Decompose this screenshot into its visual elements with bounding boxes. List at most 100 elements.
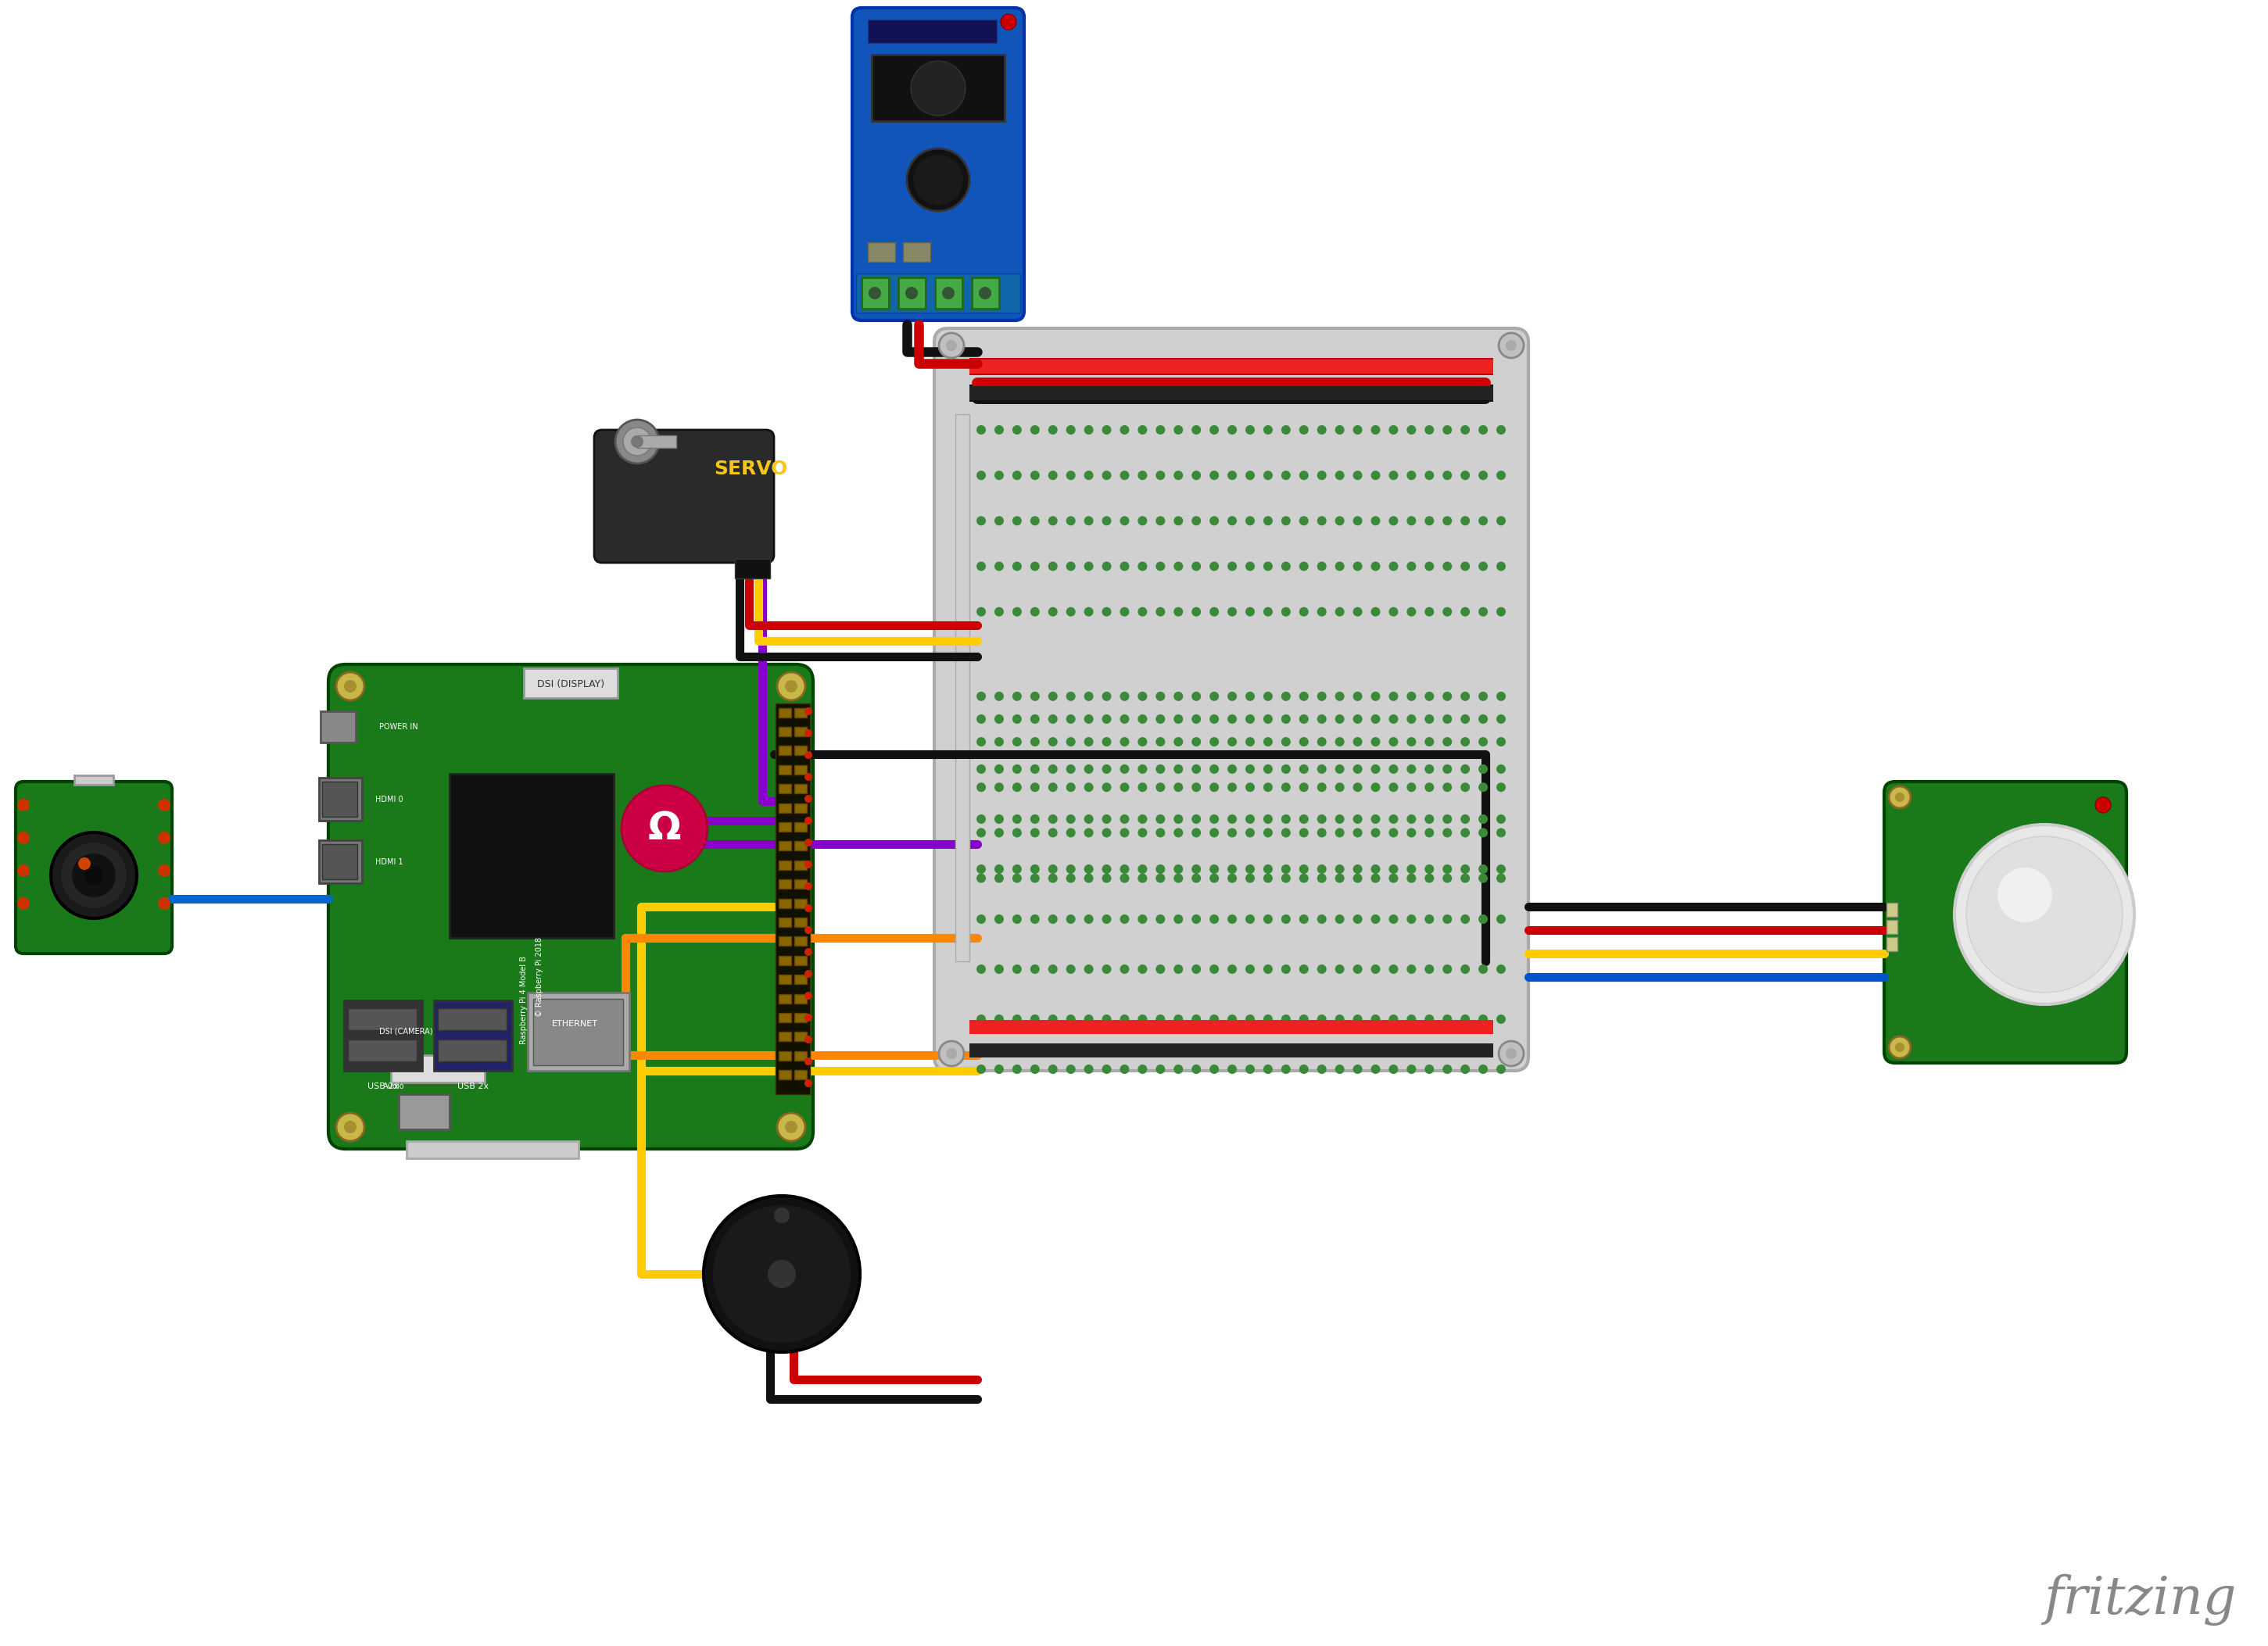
Circle shape [1191,607,1202,617]
Circle shape [1227,471,1236,481]
Circle shape [1461,517,1470,525]
Bar [75,775,113,785]
Circle shape [1173,915,1184,923]
Circle shape [1191,561,1202,571]
Circle shape [1227,607,1236,617]
Circle shape [1354,1014,1363,1024]
FancyBboxPatch shape [594,430,773,563]
Circle shape [1120,815,1129,823]
Circle shape [1084,1065,1093,1073]
Circle shape [805,795,812,803]
Circle shape [1281,764,1290,774]
Circle shape [1354,691,1363,701]
Circle shape [1318,828,1327,838]
Circle shape [1300,714,1309,724]
Circle shape [1281,737,1290,747]
Circle shape [1012,965,1021,974]
Circle shape [1209,915,1218,923]
Circle shape [1209,864,1218,874]
Circle shape [1388,815,1397,823]
Circle shape [1354,1065,1363,1073]
Circle shape [1461,782,1470,792]
Circle shape [1048,737,1057,747]
Bar [533,999,624,1065]
Circle shape [1066,764,1075,774]
Circle shape [1066,965,1075,974]
Circle shape [1370,864,1381,874]
Bar [794,879,807,889]
Circle shape [805,969,812,978]
Circle shape [1139,607,1148,617]
Circle shape [1012,714,1021,724]
Circle shape [1120,737,1129,747]
Circle shape [1318,517,1327,525]
Circle shape [1896,1042,1905,1052]
Circle shape [703,1195,860,1351]
Circle shape [869,286,880,300]
Circle shape [1066,782,1075,792]
Circle shape [1263,425,1272,435]
Circle shape [1406,714,1415,724]
Circle shape [1497,764,1506,774]
Bar [438,1040,506,1062]
Circle shape [1066,714,1075,724]
Bar [524,668,617,698]
Bar [637,435,676,448]
Circle shape [1461,714,1470,724]
Circle shape [1336,561,1345,571]
Circle shape [1406,1065,1415,1073]
Circle shape [1120,471,1129,481]
Circle shape [1245,764,1254,774]
Circle shape [1012,1014,1021,1024]
FancyBboxPatch shape [329,665,812,1149]
Circle shape [978,561,987,571]
Circle shape [1479,607,1488,617]
Circle shape [159,864,170,877]
Bar [794,803,807,813]
Bar [322,844,358,879]
Circle shape [993,915,1005,923]
Circle shape [993,714,1005,724]
Circle shape [1281,517,1290,525]
Circle shape [1012,607,1021,617]
Circle shape [1318,714,1327,724]
Circle shape [1173,828,1184,838]
Circle shape [1300,737,1309,747]
Circle shape [1281,864,1290,874]
Circle shape [1336,607,1345,617]
Circle shape [1479,764,1488,774]
Circle shape [1354,864,1363,874]
Circle shape [621,785,708,871]
Circle shape [1120,874,1129,882]
Circle shape [1139,828,1148,838]
Circle shape [1424,691,1433,701]
Circle shape [1120,915,1129,923]
Circle shape [336,672,365,700]
Circle shape [1479,1065,1488,1073]
Circle shape [1030,815,1039,823]
Circle shape [1388,874,1397,882]
Circle shape [1461,1065,1470,1073]
Circle shape [1442,864,1452,874]
Circle shape [1157,815,1166,823]
Circle shape [1424,864,1433,874]
Circle shape [1336,828,1345,838]
Circle shape [1370,425,1381,435]
Circle shape [778,1113,805,1141]
Circle shape [1354,561,1363,571]
Bar [778,861,792,869]
Circle shape [1030,714,1039,724]
Circle shape [1030,1065,1039,1073]
Bar [794,1052,807,1060]
Circle shape [1012,764,1021,774]
Circle shape [1370,815,1381,823]
Circle shape [1012,874,1021,882]
Circle shape [1442,1014,1452,1024]
Circle shape [1300,691,1309,701]
Circle shape [1157,915,1166,923]
Circle shape [1318,965,1327,974]
Circle shape [1300,828,1309,838]
Circle shape [1300,425,1309,435]
Bar [794,1032,807,1040]
Circle shape [1048,764,1057,774]
